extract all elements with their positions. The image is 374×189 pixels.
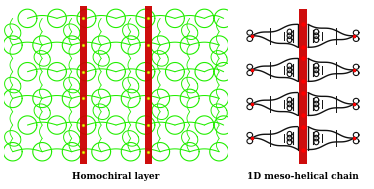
Bar bbox=[80, 6, 86, 164]
Text: 1D meso-helical chain: 1D meso-helical chain bbox=[247, 172, 359, 181]
Text: Homochiral layer: Homochiral layer bbox=[72, 172, 160, 181]
Bar bbox=[145, 6, 151, 164]
Bar bbox=[299, 9, 307, 164]
